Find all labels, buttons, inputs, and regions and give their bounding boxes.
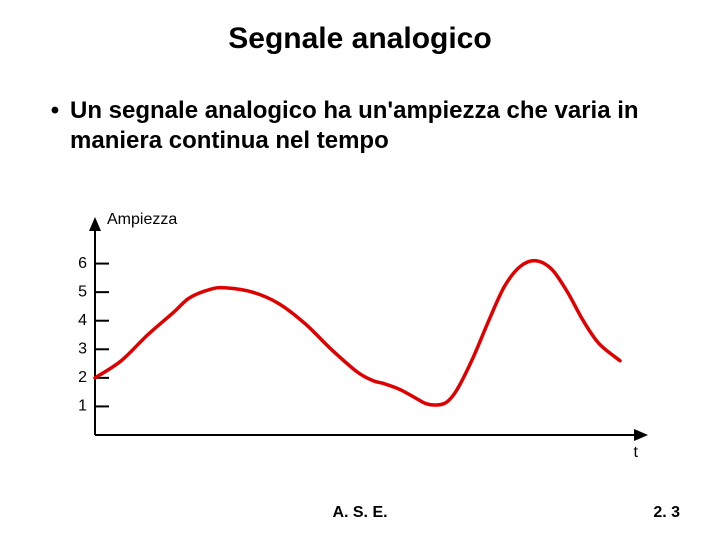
- svg-text:6: 6: [78, 255, 87, 272]
- svg-text:Ampiezza: Ampiezza: [107, 211, 177, 228]
- svg-text:5: 5: [78, 283, 87, 300]
- svg-text:2: 2: [78, 369, 87, 386]
- bullet-item: • Un segnale analogico ha un'ampiezza ch…: [40, 96, 680, 156]
- svg-text:3: 3: [78, 341, 87, 358]
- page-title: Segnale analogico: [0, 0, 720, 56]
- svg-text:t: t: [634, 444, 639, 461]
- bullet-marker: •: [40, 96, 70, 126]
- footer-center: A. S. E.: [0, 504, 720, 522]
- chart-svg: 1 2 3 4 5 6 Ampiezza t: [60, 205, 660, 465]
- bullet-text: Un segnale analogico ha un'ampiezza che …: [70, 96, 680, 156]
- svg-text:4: 4: [78, 312, 87, 329]
- footer-page-number: 2. 3: [653, 504, 680, 522]
- analog-signal-chart: 1 2 3 4 5 6 Ampiezza t: [60, 205, 660, 465]
- svg-text:1: 1: [78, 398, 87, 415]
- bullet-list: • Un segnale analogico ha un'ampiezza ch…: [0, 56, 720, 156]
